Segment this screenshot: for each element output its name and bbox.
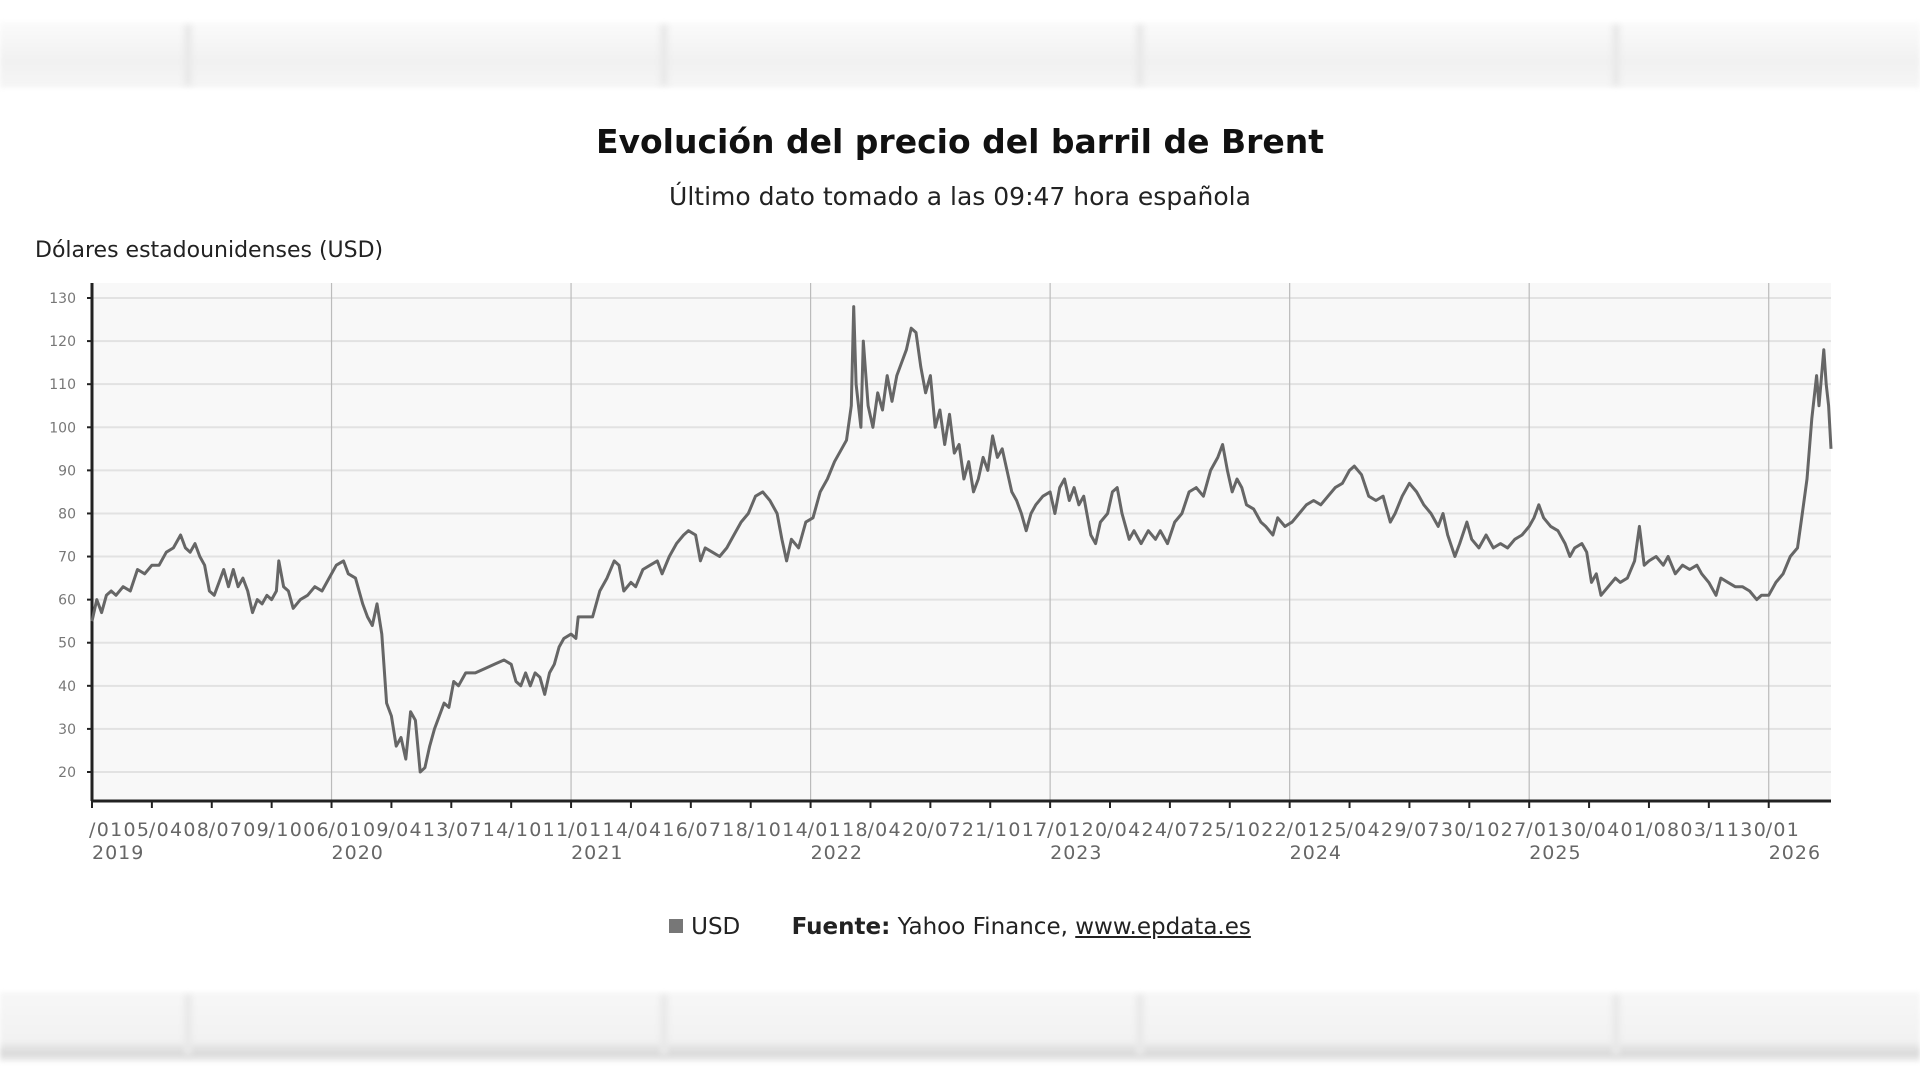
year-label: 2022	[811, 842, 863, 864]
y-tick-label: 40	[58, 679, 76, 695]
x-tick-label: /1022	[1227, 819, 1288, 841]
x-tick-label: /0109	[329, 819, 390, 841]
y-tick-label: 120	[49, 334, 76, 350]
x-tick-label: /0401	[1586, 819, 1647, 841]
x-tick-label: /0714	[448, 819, 509, 841]
year-label: 2023	[1050, 842, 1102, 864]
y-tick-label: 90	[58, 463, 76, 479]
background-separator	[660, 25, 668, 85]
x-tick-label: /0416	[628, 819, 689, 841]
x-tick-label: /0120	[1047, 819, 1108, 841]
x-tick-label: /0730	[1406, 819, 1467, 841]
x-tick-label: /0408	[149, 819, 210, 841]
y-tick-label: 30	[58, 722, 76, 738]
x-tick-label: /0803	[1646, 819, 1707, 841]
y-tick-label: 50	[58, 636, 76, 652]
x-tick-label: /0424	[1107, 819, 1168, 841]
y-tick-label: 130	[49, 291, 76, 307]
x-tick-label: /1027	[1466, 819, 1527, 841]
legend: USD Fuente: Yahoo Finance, www.epdata.es	[0, 914, 1920, 940]
legend-label: USD	[691, 914, 741, 940]
background-band-top	[0, 22, 1920, 88]
y-tick-label: 60	[58, 593, 76, 609]
x-tick-label: /0413	[388, 819, 449, 841]
x-tick-label: /1017	[987, 819, 1048, 841]
x-tick-label: /0718	[688, 819, 749, 841]
background-separator	[1612, 995, 1620, 1055]
year-label: 2026	[1769, 842, 1821, 864]
x-tick-label: /0429	[1347, 819, 1408, 841]
year-label: 2024	[1290, 842, 1342, 864]
x-tick-label: /0420	[867, 819, 928, 841]
x-tick-label: /01	[1766, 819, 1800, 841]
y-tick-label: 110	[49, 377, 76, 393]
year-label: 2025	[1529, 842, 1581, 864]
year-label: 2021	[571, 842, 623, 864]
y-tick-label: 20	[58, 765, 76, 781]
x-tick-label: /0118	[808, 819, 869, 841]
background-separator	[1136, 25, 1144, 85]
x-tick-label: /1011	[508, 819, 569, 841]
y-tick-label: 80	[58, 506, 76, 522]
series-line-usd	[90, 305, 1833, 774]
x-tick-label: /0721	[927, 819, 988, 841]
source-label: Fuente:	[791, 914, 891, 940]
x-tick-label: /1006	[269, 819, 330, 841]
x-tick-label: /0709	[209, 819, 270, 841]
x-tick-label: /1014	[748, 819, 809, 841]
background-separator	[660, 995, 668, 1055]
chart-subtitle: Último dato tomado a las 09:47 hora espa…	[669, 182, 1251, 211]
x-tick-label: /0725	[1167, 819, 1228, 841]
x-tick-label: /1130	[1706, 819, 1767, 841]
y-tick-label: 100	[49, 420, 76, 436]
year-label: 2019	[92, 842, 144, 864]
x-tick-label: /0114	[568, 819, 629, 841]
x-tick-label: /0125	[1287, 819, 1348, 841]
y-axis-label: Dólares estadounidenses (USD)	[35, 238, 384, 263]
legend-swatch	[669, 918, 684, 933]
background-separator	[184, 25, 192, 85]
plot-area	[92, 283, 1831, 801]
background-separator	[184, 995, 192, 1055]
y-tick-label: 70	[58, 550, 76, 566]
background-separator	[1136, 995, 1144, 1055]
source-link[interactable]: www.epdata.es	[1075, 914, 1251, 940]
year-label: 2020	[332, 842, 384, 864]
source-note: Fuente: Yahoo Finance, www.epdata.es	[792, 914, 1251, 940]
source-text: Yahoo Finance,	[890, 914, 1076, 940]
chart-title: Evolución del precio del barril de Brent	[595, 122, 1325, 161]
x-tick-label: /0105	[89, 819, 150, 841]
background-separator	[1612, 25, 1620, 85]
background-band-bottom	[0, 992, 1920, 1062]
x-tick-label: /0130	[1526, 819, 1587, 841]
